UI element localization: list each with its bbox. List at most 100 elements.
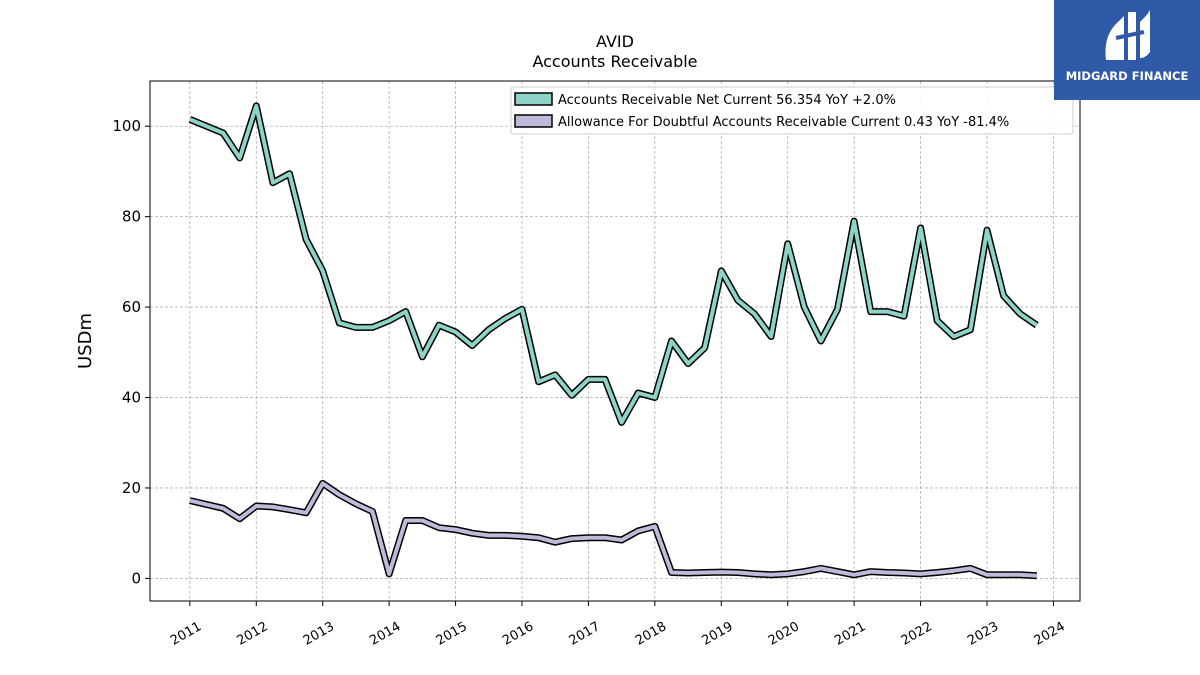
data-point bbox=[621, 539, 623, 541]
data-point bbox=[903, 315, 905, 317]
legend-box bbox=[510, 86, 1074, 135]
data-point bbox=[621, 421, 623, 423]
data-point bbox=[538, 381, 540, 383]
x-tick-label: 2019 bbox=[699, 619, 735, 649]
data-point bbox=[986, 229, 988, 231]
data-point bbox=[853, 220, 855, 222]
data-point bbox=[405, 520, 407, 522]
data-point bbox=[421, 520, 423, 522]
chart-title: AVID bbox=[596, 32, 634, 51]
data-point bbox=[338, 322, 340, 324]
data-point bbox=[936, 320, 938, 322]
legend-swatch bbox=[514, 92, 553, 106]
data-point bbox=[704, 572, 706, 574]
data-point bbox=[820, 567, 822, 569]
data-point bbox=[1003, 295, 1005, 297]
data-point bbox=[239, 157, 241, 159]
data-point bbox=[372, 510, 374, 512]
legend: Accounts Receivable Net Current 56.354 Y… bbox=[510, 86, 1074, 135]
x-tick-label: 2011 bbox=[168, 619, 204, 649]
data-point bbox=[289, 173, 290, 175]
x-tick-label: 2022 bbox=[899, 619, 935, 649]
legend-label: Accounts Receivable Net Current 56.354 Y… bbox=[558, 93, 896, 108]
data-point bbox=[421, 356, 423, 358]
y-tick-label: 0 bbox=[131, 569, 141, 587]
data-point bbox=[1003, 574, 1005, 576]
data-point bbox=[903, 572, 905, 574]
data-point bbox=[504, 534, 506, 536]
data-point bbox=[687, 363, 689, 365]
x-tick-label: 2012 bbox=[234, 619, 270, 649]
x-tick-label: 2020 bbox=[766, 619, 802, 649]
data-point bbox=[754, 313, 755, 315]
data-point bbox=[720, 270, 722, 272]
data-point bbox=[920, 227, 922, 229]
x-tick-label: 2014 bbox=[367, 619, 403, 649]
data-point bbox=[637, 392, 639, 394]
x-tick-label: 2013 bbox=[301, 619, 337, 649]
data-point bbox=[604, 537, 606, 539]
data-point bbox=[754, 573, 755, 575]
data-point bbox=[455, 529, 457, 531]
y-tick-label: 40 bbox=[122, 389, 141, 407]
x-tick-label: 2016 bbox=[500, 619, 536, 649]
data-point bbox=[587, 378, 589, 380]
data-point bbox=[787, 243, 789, 245]
data-point bbox=[587, 537, 589, 539]
data-point bbox=[405, 311, 407, 313]
data-point bbox=[870, 311, 872, 313]
data-point bbox=[239, 518, 241, 520]
data-point bbox=[455, 331, 457, 333]
data-point bbox=[737, 572, 739, 574]
series-layer bbox=[188, 102, 1039, 580]
legend-swatch bbox=[514, 114, 553, 128]
data-point bbox=[305, 512, 307, 514]
data-point bbox=[654, 397, 656, 399]
data-point bbox=[372, 326, 374, 328]
data-point bbox=[338, 494, 340, 496]
data-point bbox=[704, 347, 706, 349]
x-tick-label: 2018 bbox=[633, 619, 669, 649]
grid bbox=[150, 81, 1080, 601]
data-point bbox=[189, 500, 191, 502]
data-point bbox=[770, 335, 772, 337]
data-point bbox=[571, 538, 573, 540]
legend-label: Allowance For Doubtful Accounts Receivab… bbox=[558, 115, 1009, 130]
y-axis: 0 20 40 60 80 100 bbox=[112, 117, 150, 587]
data-point bbox=[438, 527, 440, 529]
data-point bbox=[969, 329, 971, 331]
data-point bbox=[886, 311, 888, 313]
series-line bbox=[189, 103, 1038, 425]
data-point bbox=[222, 507, 224, 509]
data-point bbox=[521, 308, 523, 310]
data-point bbox=[255, 505, 257, 507]
data-point bbox=[355, 503, 357, 505]
data-point bbox=[504, 317, 506, 319]
series-points bbox=[189, 105, 1038, 423]
data-point bbox=[770, 574, 772, 576]
data-point bbox=[438, 324, 440, 326]
data-point bbox=[322, 482, 324, 484]
data-point bbox=[272, 182, 274, 184]
data-point bbox=[803, 571, 805, 573]
data-point bbox=[886, 572, 888, 574]
data-point bbox=[1036, 575, 1038, 577]
data-point bbox=[837, 571, 839, 573]
data-point bbox=[1019, 574, 1021, 576]
y-axis-label: USDm bbox=[75, 313, 96, 369]
data-point bbox=[1019, 313, 1021, 315]
data-point bbox=[803, 306, 805, 308]
x-axis: 2011 2012 2013 2014 2015 2016 2017 2018 2019 2020… bbox=[168, 601, 1068, 649]
data-point bbox=[820, 340, 822, 342]
y-tick-label: 20 bbox=[122, 479, 141, 497]
data-point bbox=[969, 567, 971, 569]
data-point bbox=[571, 394, 573, 396]
data-point bbox=[853, 574, 855, 576]
data-point bbox=[222, 132, 224, 134]
y-tick-label: 60 bbox=[122, 298, 141, 316]
data-point bbox=[637, 530, 639, 532]
data-point bbox=[604, 378, 606, 380]
data-point bbox=[471, 345, 473, 347]
data-point bbox=[488, 534, 490, 536]
